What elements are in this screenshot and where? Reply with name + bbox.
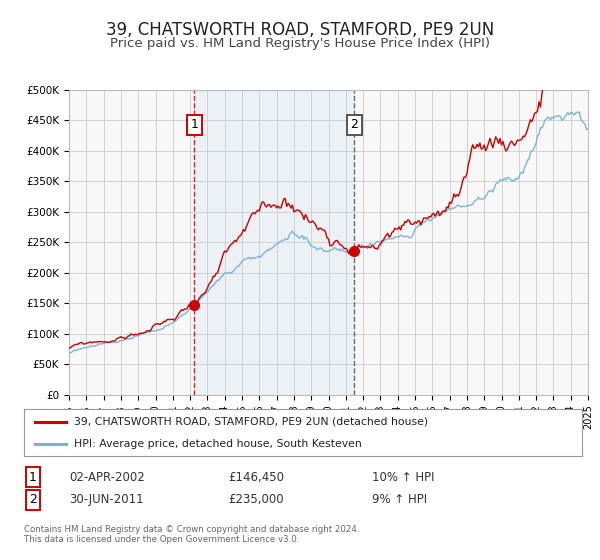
Text: 2: 2 <box>29 493 37 506</box>
Text: 39, CHATSWORTH ROAD, STAMFORD, PE9 2UN (detached house): 39, CHATSWORTH ROAD, STAMFORD, PE9 2UN (… <box>74 417 428 427</box>
Text: 1: 1 <box>29 470 37 484</box>
Text: Contains HM Land Registry data © Crown copyright and database right 2024.
This d: Contains HM Land Registry data © Crown c… <box>24 525 359 544</box>
Text: 9% ↑ HPI: 9% ↑ HPI <box>372 493 427 506</box>
Text: 02-APR-2002: 02-APR-2002 <box>69 470 145 484</box>
Text: 10% ↑ HPI: 10% ↑ HPI <box>372 470 434 484</box>
Text: 39, CHATSWORTH ROAD, STAMFORD, PE9 2UN: 39, CHATSWORTH ROAD, STAMFORD, PE9 2UN <box>106 21 494 39</box>
Text: 30-JUN-2011: 30-JUN-2011 <box>69 493 143 506</box>
Text: 2: 2 <box>350 118 358 131</box>
Text: 1: 1 <box>190 118 199 131</box>
Text: £146,450: £146,450 <box>228 470 284 484</box>
Text: £235,000: £235,000 <box>228 493 284 506</box>
Bar <box>194 90 355 395</box>
Text: HPI: Average price, detached house, South Kesteven: HPI: Average price, detached house, Sout… <box>74 438 362 449</box>
Text: Price paid vs. HM Land Registry's House Price Index (HPI): Price paid vs. HM Land Registry's House … <box>110 37 490 50</box>
